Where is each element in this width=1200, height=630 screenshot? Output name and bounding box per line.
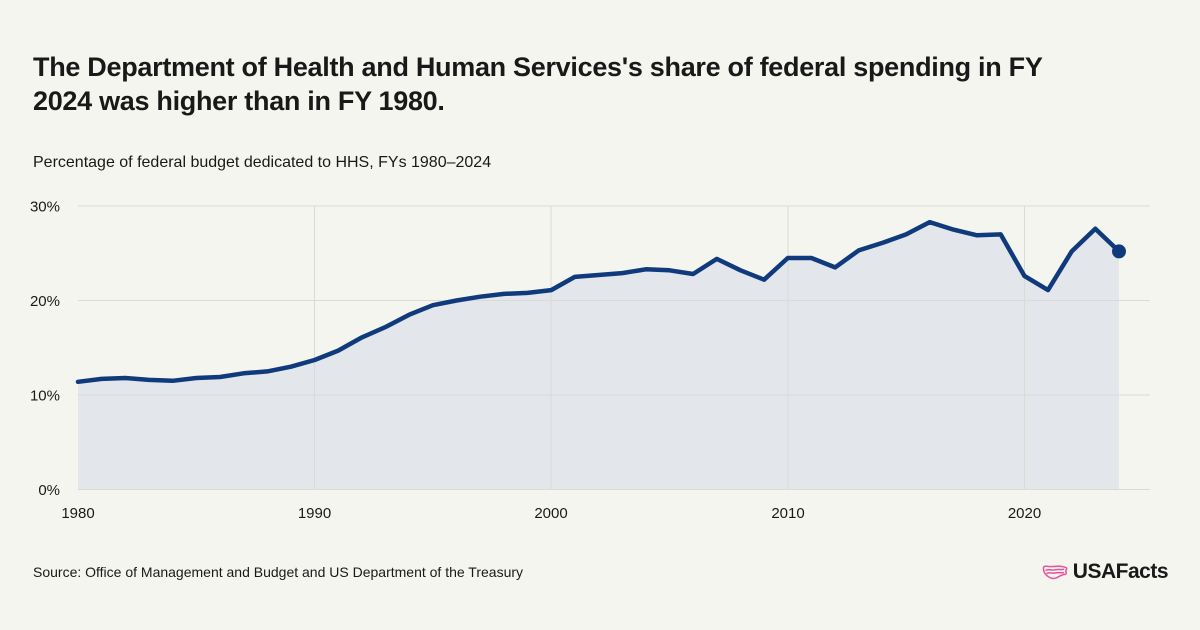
chart-subtitle: Percentage of federal budget dedicated t… <box>33 154 492 171</box>
y-tick-10: 10% <box>30 387 60 404</box>
x-tick-1990: 1990 <box>298 505 331 522</box>
x-tick-2010: 2010 <box>771 505 804 522</box>
chart-headline: The Department of Health and Human Servi… <box>33 50 1043 118</box>
y-tick-20: 20% <box>30 293 60 310</box>
headline-line-1: The Department of Health and Human Servi… <box>33 52 1043 82</box>
usa-map-icon <box>1042 564 1068 579</box>
trend-line <box>75 219 1122 385</box>
y-tick-30: 30% <box>30 198 60 215</box>
source-note: Source: Office of Management and Budget … <box>33 564 524 580</box>
area-chart: 30% 20% 10% 0% 1980 1990 2000 2010 2020 <box>30 198 1150 522</box>
gridlines <box>78 205 1150 490</box>
x-tick-2020: 2020 <box>1008 505 1041 522</box>
x-tick-1980: 1980 <box>61 505 94 522</box>
y-axis-labels: 30% 20% 10% 0% <box>30 198 60 499</box>
latest-value-dot <box>1112 244 1126 259</box>
area-fill <box>78 222 1119 490</box>
y-tick-0: 0% <box>38 482 60 499</box>
x-axis-labels: 1980 1990 2000 2010 2020 <box>61 505 1041 522</box>
x-tick-2000: 2000 <box>534 505 567 522</box>
usafacts-logo: USAFacts <box>1042 560 1169 584</box>
headline-line-2: 2024 was higher than in FY 1980. <box>33 86 445 116</box>
usafacts-wordmark: USAFacts <box>1072 560 1169 583</box>
